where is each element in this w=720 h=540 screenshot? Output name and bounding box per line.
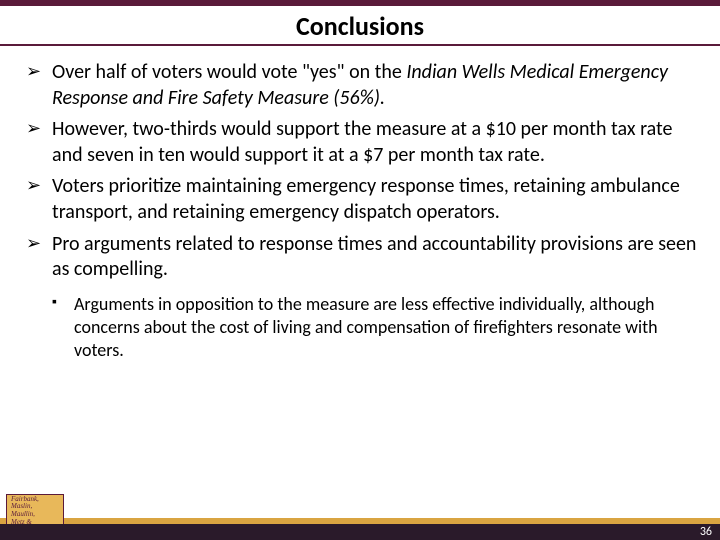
sub-bullet-text: Arguments in opposition to the measure a… [74,293,658,361]
main-bullet-list: Over half of voters would vote "yes" on … [22,60,698,283]
list-item: Pro arguments related to response times … [22,232,698,283]
content-area: Over half of voters would vote "yes" on … [0,46,720,362]
bullet-text-pre: However, two-thirds would support the me… [52,117,672,167]
sub-bullet-list: Arguments in opposition to the measure a… [22,293,698,362]
list-item: Over half of voters would vote "yes" on … [22,60,698,111]
list-item: Arguments in opposition to the measure a… [22,293,698,362]
bullet-text-pre: Voters prioritize maintaining emergency … [52,174,680,224]
list-item: Voters prioritize maintaining emergency … [22,174,698,225]
footer-dark-bar: 36 [0,524,720,540]
bullet-text-pre: Over half of voters would vote "yes" on … [52,60,406,84]
page-number: 36 [700,524,712,540]
top-accent-bar [0,0,720,6]
footer: Fairbank, Maslin, Maullin, Metz & Associ… [0,518,720,540]
list-item: However, two-thirds would support the me… [22,117,698,168]
bullet-text-pre: Pro arguments related to response times … [52,232,696,282]
page-title: Conclusions [296,10,424,42]
